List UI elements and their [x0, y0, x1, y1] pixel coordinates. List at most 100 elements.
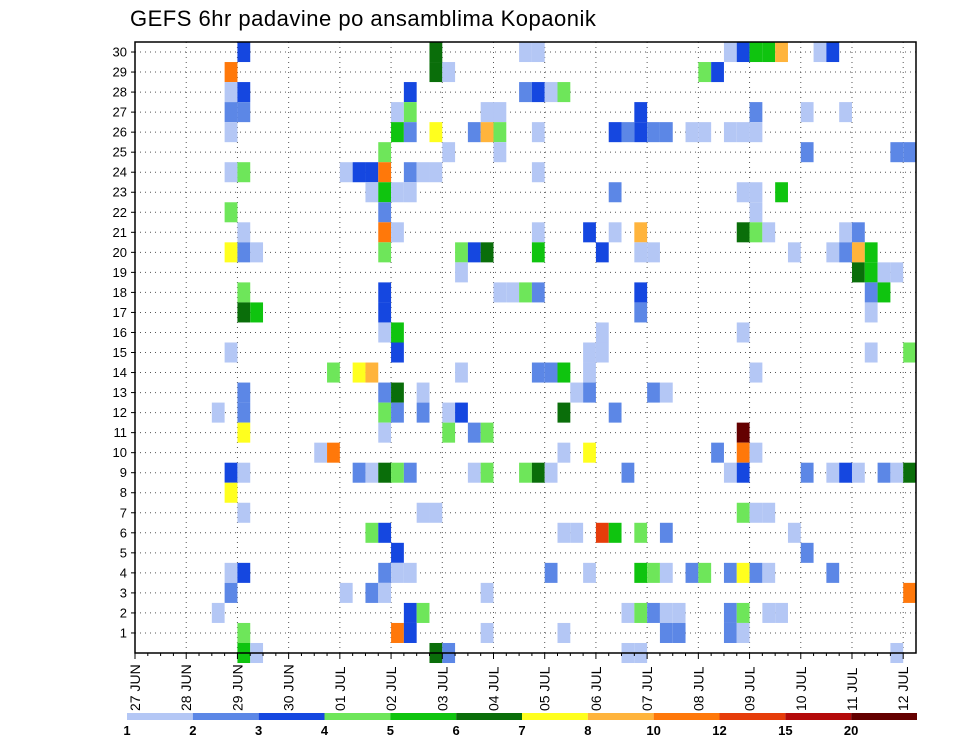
heatmap-cell	[723, 622, 737, 643]
colorbar-tick-label: 5	[387, 723, 394, 738]
heatmap-cell	[339, 162, 353, 183]
heatmap-cell	[749, 202, 763, 223]
y-tick-label: 13	[113, 385, 127, 400]
heatmap-cell	[698, 562, 712, 583]
heatmap-cell	[467, 242, 481, 263]
heatmap-cell	[813, 42, 827, 63]
heatmap-cell	[378, 382, 392, 403]
heatmap-cell	[403, 102, 417, 123]
heatmap-cell	[736, 562, 750, 583]
heatmap-cell	[890, 462, 904, 483]
heatmap-cell	[391, 182, 404, 203]
heatmap-cell	[480, 422, 494, 443]
heatmap-cell	[339, 582, 353, 603]
heatmap-cell	[634, 242, 648, 263]
y-tick-label: 1	[120, 625, 127, 640]
heatmap-cell	[800, 542, 814, 563]
heatmap-cell	[531, 282, 545, 303]
y-tick-label: 4	[120, 565, 127, 580]
heatmap-cell	[762, 602, 776, 623]
heatmap-cell	[442, 422, 456, 443]
heatmap-cell	[557, 622, 571, 643]
heatmap-cell	[659, 602, 673, 623]
heatmap-cell	[800, 102, 814, 123]
heatmap-cell	[608, 522, 622, 543]
heatmap-cell	[237, 622, 251, 643]
heatmap-cell	[890, 142, 904, 163]
heatmap-cell	[749, 222, 763, 243]
heatmap-cell	[736, 182, 750, 203]
heatmap-cell	[595, 322, 609, 343]
colorbar-tick-label: 7	[518, 723, 525, 738]
y-tick-label: 20	[113, 245, 127, 260]
heatmap-cell	[391, 102, 404, 123]
heatmap-cell	[647, 382, 660, 403]
heatmap-cell	[224, 482, 238, 503]
heatmap-cell	[416, 402, 430, 423]
heatmap-cell	[237, 282, 251, 303]
heatmap-cell	[224, 162, 238, 183]
colorbar-swatch	[456, 713, 522, 720]
heatmap-cell	[608, 182, 622, 203]
heatmap-cell	[839, 102, 852, 123]
heatmap-cell	[378, 402, 392, 423]
y-tick-label: 5	[120, 545, 127, 560]
x-tick-label: 01 JUL	[332, 666, 348, 711]
heatmap-cell	[864, 342, 878, 363]
heatmap-cell	[493, 122, 507, 143]
heatmap-cell	[378, 242, 392, 263]
heatmap-cell	[211, 602, 225, 623]
heatmap-cell	[749, 562, 763, 583]
heatmap-cell	[455, 262, 468, 283]
heatmap-cell	[826, 462, 840, 483]
heatmap-cell	[519, 462, 532, 483]
heatmap-cell	[442, 142, 456, 163]
heatmap-cell	[621, 122, 635, 143]
heatmap-cell	[224, 462, 238, 483]
heatmap-cell	[429, 502, 443, 523]
heatmap-cell	[429, 162, 443, 183]
y-tick-label: 15	[113, 345, 127, 360]
heatmap-cell	[634, 282, 648, 303]
heatmap-cell	[864, 262, 878, 283]
heatmap-cell	[851, 462, 865, 483]
heatmap-cell	[531, 462, 545, 483]
heatmap-cell	[583, 222, 596, 243]
heatmap-cell	[237, 242, 251, 263]
heatmap-cell	[634, 122, 648, 143]
x-tick-label: 27 JUN	[127, 664, 143, 711]
heatmap-cell	[391, 402, 404, 423]
heatmap-cell	[403, 82, 417, 103]
colorbar-tick-label: 3	[255, 723, 262, 738]
heatmap-cell	[378, 522, 392, 543]
heatmap-cell	[493, 142, 507, 163]
heatmap-cell	[672, 622, 686, 643]
heatmap-cell	[365, 522, 379, 543]
heatmap-cell	[237, 402, 251, 423]
y-tick-label: 26	[113, 125, 127, 140]
heatmap-cell	[531, 82, 545, 103]
heatmap-cell	[787, 242, 801, 263]
heatmap-cell	[685, 122, 699, 143]
y-tick-label: 28	[113, 85, 127, 100]
heatmap-cell	[480, 622, 494, 643]
heatmap-cell	[544, 462, 558, 483]
colorbar-swatch	[653, 713, 720, 720]
heatmap-cell	[634, 302, 648, 323]
heatmap-cell	[749, 442, 763, 463]
y-tick-label: 8	[120, 485, 127, 500]
heatmap-cell	[467, 462, 481, 483]
y-tick-label: 22	[113, 205, 127, 220]
heatmap-cell	[736, 622, 750, 643]
x-tick-label: 12 JUL	[895, 666, 911, 711]
x-tick-label: 04 JUL	[485, 666, 501, 711]
heatmap-cell	[851, 262, 865, 283]
y-tick-label: 24	[113, 165, 127, 180]
heatmap-cell	[455, 242, 468, 263]
heatmap-cell	[659, 562, 673, 583]
colorbar-swatch	[719, 713, 786, 720]
heatmap-cell	[237, 222, 251, 243]
x-axis: 27 JUN 28 JUN 29 JUN 30 JUN 01 JUL 02 JUL 03 J…	[127, 653, 911, 711]
heatmap-cell	[800, 142, 814, 163]
y-tick-label: 6	[120, 525, 127, 540]
